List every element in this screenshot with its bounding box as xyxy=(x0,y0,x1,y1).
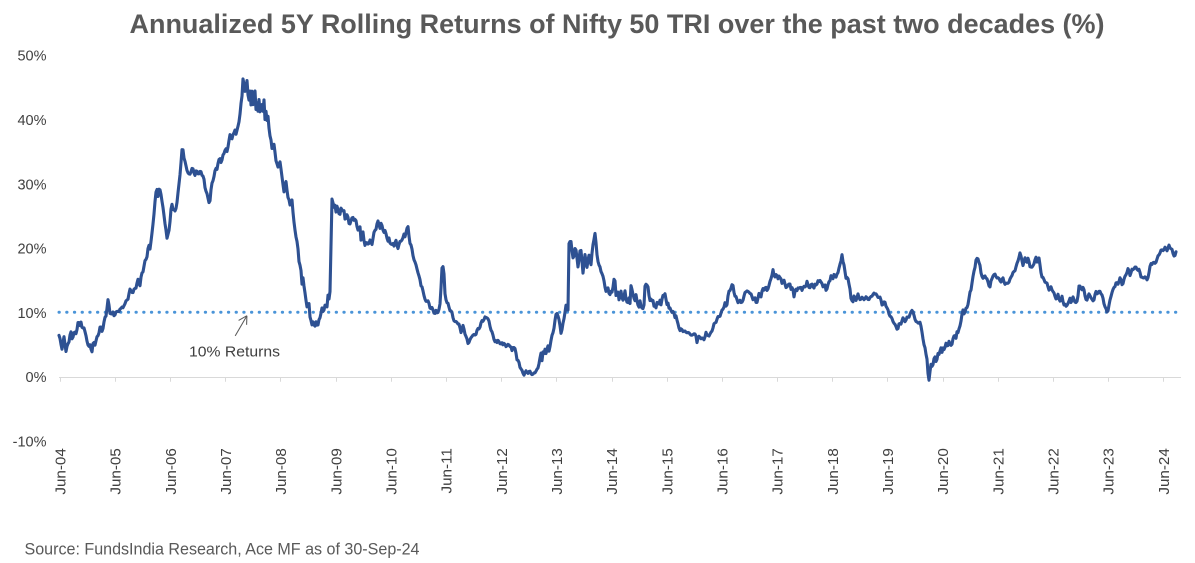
svg-text:Jun-14: Jun-14 xyxy=(604,448,621,494)
svg-text:Jun-05: Jun-05 xyxy=(108,448,125,494)
svg-text:Jun-24: Jun-24 xyxy=(1156,448,1173,494)
svg-text:20%: 20% xyxy=(17,242,46,258)
svg-text:Source: FundsIndia Research, A: Source: FundsIndia Research, Ace MF as o… xyxy=(25,539,420,558)
svg-text:Jun-20: Jun-20 xyxy=(935,448,952,494)
svg-text:Jun-19: Jun-19 xyxy=(880,448,897,494)
svg-text:30%: 30% xyxy=(17,177,46,193)
svg-text:40%: 40% xyxy=(17,113,46,129)
svg-text:Jun-06: Jun-06 xyxy=(163,448,180,494)
svg-text:Jun-11: Jun-11 xyxy=(439,448,456,493)
svg-text:Jun-21: Jun-21 xyxy=(990,448,1007,494)
svg-text:Jun-23: Jun-23 xyxy=(1101,448,1118,494)
svg-text:Jun-12: Jun-12 xyxy=(494,448,511,494)
svg-text:Jun-16: Jun-16 xyxy=(715,448,732,494)
svg-text:0%: 0% xyxy=(26,370,47,386)
svg-text:Jun-13: Jun-13 xyxy=(549,448,566,494)
svg-text:Jun-08: Jun-08 xyxy=(273,448,290,494)
svg-text:Jun-15: Jun-15 xyxy=(659,448,676,494)
svg-text:-10%: -10% xyxy=(13,435,47,451)
svg-text:Jun-09: Jun-09 xyxy=(328,448,345,494)
svg-text:Jun-22: Jun-22 xyxy=(1046,448,1063,494)
svg-text:Annualized 5Y Rolling Returns: Annualized 5Y Rolling Returns of Nifty 5… xyxy=(130,9,1105,39)
svg-text:Jun-04: Jun-04 xyxy=(53,448,70,494)
svg-text:Jun-18: Jun-18 xyxy=(825,448,842,494)
svg-text:Jun-07: Jun-07 xyxy=(218,448,235,494)
svg-text:Jun-10: Jun-10 xyxy=(384,448,401,494)
svg-text:Jun-17: Jun-17 xyxy=(770,448,787,494)
svg-text:50%: 50% xyxy=(17,49,46,65)
svg-text:10%: 10% xyxy=(17,306,46,322)
svg-text:10% Returns: 10% Returns xyxy=(189,343,280,360)
